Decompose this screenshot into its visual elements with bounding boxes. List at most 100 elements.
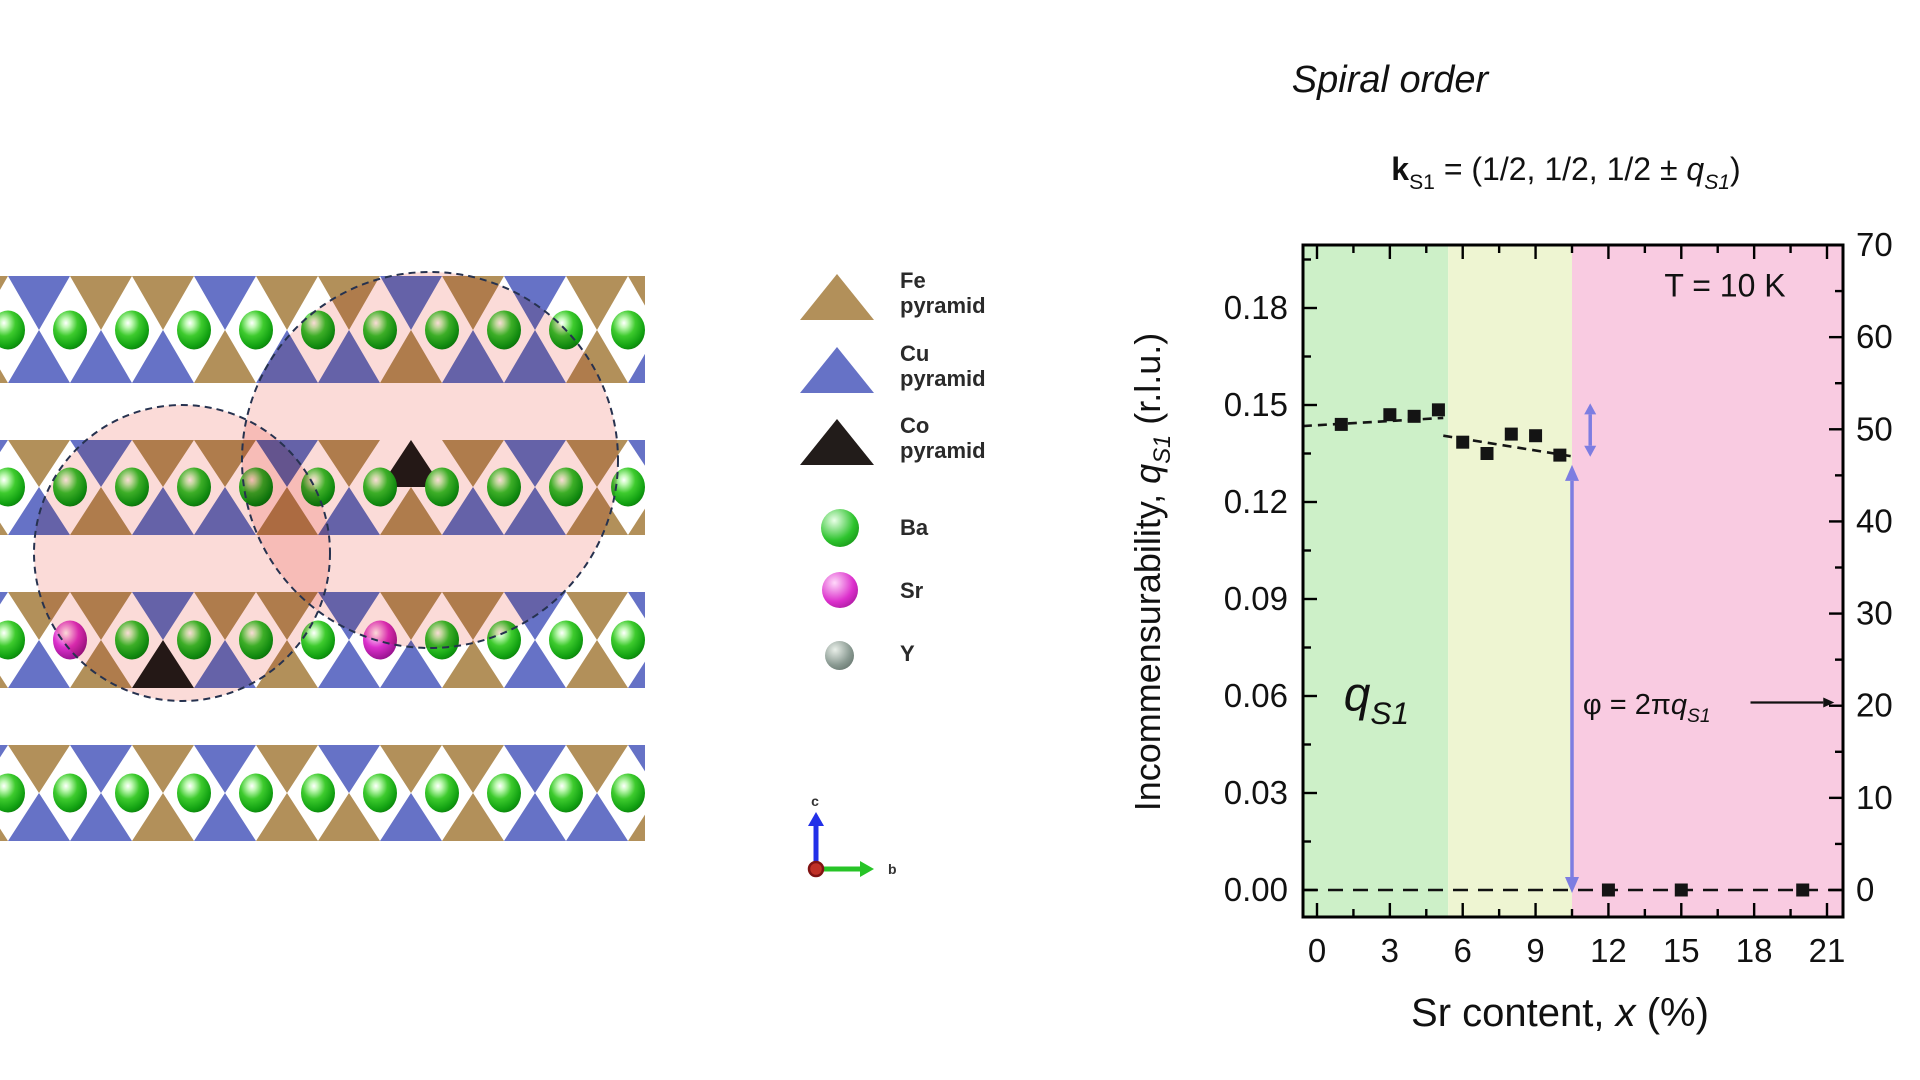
y-tick-label: 0.09 [1224,580,1288,617]
x-tick-label: 21 [1809,932,1846,969]
ba-sphere [0,773,25,813]
phase-region-2 [1571,245,1843,917]
right-tick-label: 50 [1856,410,1893,447]
cu-pyramid [132,330,194,383]
cu-pyramid [380,640,442,688]
ba-sphere [0,620,25,660]
cu-pyramid [8,330,70,383]
y-tick-label: 0.00 [1224,871,1288,908]
arrowhead [1564,877,1579,893]
fe-pyramid [132,793,194,841]
cu-pyramid [8,640,70,688]
ba-sphere [301,620,335,660]
cu-pyramid [70,793,132,841]
fe-pyramid [380,745,442,793]
y-tick-label: 0.03 [1224,774,1288,811]
fe-pyramid [442,793,504,841]
cu-pyramid [380,793,442,841]
cu-pyramid [628,745,645,772]
fe-pyramid [0,276,8,290]
fe-pyramid [566,745,628,793]
cu-pyramid [504,745,566,793]
ba-sphere [0,467,25,507]
data-point [1334,417,1348,431]
fe-pyramid [0,828,8,841]
x-tick-label: 6 [1454,932,1472,969]
ba-sphere [53,773,87,813]
cu-pyramid [0,745,8,758]
fe-pyramid [566,640,628,688]
b-axis-arrowhead [860,861,874,877]
right-tick-label: 60 [1856,318,1893,355]
arrowhead [1584,403,1597,415]
q-s1-label: qS1 [1344,669,1409,731]
data-point [1383,408,1397,422]
fe-pyramid [256,745,318,793]
ba-sphere [177,310,211,350]
x-tick-label: 3 [1381,932,1399,969]
data-point [1553,448,1567,462]
fe-pyramid [8,745,70,793]
x-tick-label: 9 [1526,932,1544,969]
fe-pyramid [442,745,504,793]
highlight-circle-outline [241,271,619,649]
ba-sphere [177,773,211,813]
right-tick-label: 10 [1856,779,1893,816]
ba-sphere [0,310,25,350]
ba-sphere [239,310,273,350]
data-point [1480,447,1494,461]
fe-pyramid [0,675,8,688]
cu-pyramid [8,793,70,841]
x-tick-label: 18 [1736,932,1773,969]
arrowhead [1584,445,1597,457]
ba-sphere [115,310,149,350]
right-tick-label: 20 [1856,687,1893,724]
x-tick-label: 12 [1590,932,1627,969]
ba-sphere [363,773,397,813]
c-axis-arrowhead [808,812,824,826]
data-point [1431,403,1445,417]
fe-pyramid [628,276,645,306]
data-point [1796,883,1810,897]
highlight-circle-fill [242,272,618,648]
structure-strips [0,272,645,841]
fe-pyramid [0,369,8,383]
cu-pyramid [8,276,70,330]
right-tick-label: 0 [1856,871,1874,908]
cu-pyramid [194,793,256,841]
right-tick-label: 30 [1856,595,1893,632]
x-axis-label: Sr content, x (%) [1411,991,1709,1035]
cu-pyramid [628,440,645,466]
fe-pyramid [256,640,318,688]
y-tick-label: 0.06 [1224,677,1288,714]
trend-dashed-line [1302,416,1444,428]
k-vector-equation: kS1 = (1/2, 1/2, 1/2 ± qS1) [1391,151,1740,194]
ba-sphere [611,620,645,660]
a-axis-origin [807,860,825,878]
ba-sphere [239,773,273,813]
cu-pyramid [628,661,645,688]
phase-region-0 [1303,245,1449,917]
right-tick-label: 40 [1856,502,1893,539]
cu-pyramid [628,353,645,383]
ba-sphere [53,310,87,350]
highlight-circle-outline [33,404,331,702]
x-tick-label: 15 [1663,932,1700,969]
data-point [1504,427,1518,441]
y-tick-label: 0.18 [1224,289,1288,326]
fe-pyramid [628,508,645,535]
chart-title: Spiral order [1292,59,1490,101]
x-tick-label: 0 [1308,932,1326,969]
ba-sphere [611,310,645,350]
fe-pyramid [0,522,8,535]
cu-pyramid [0,440,8,453]
cu-pyramid [0,592,8,605]
fe-pyramid [566,592,628,640]
ba-sphere [425,773,459,813]
ba-sphere [301,773,335,813]
fe-pyramid [194,330,256,383]
cu-pyramid [70,745,132,793]
cu-pyramid [318,745,380,793]
